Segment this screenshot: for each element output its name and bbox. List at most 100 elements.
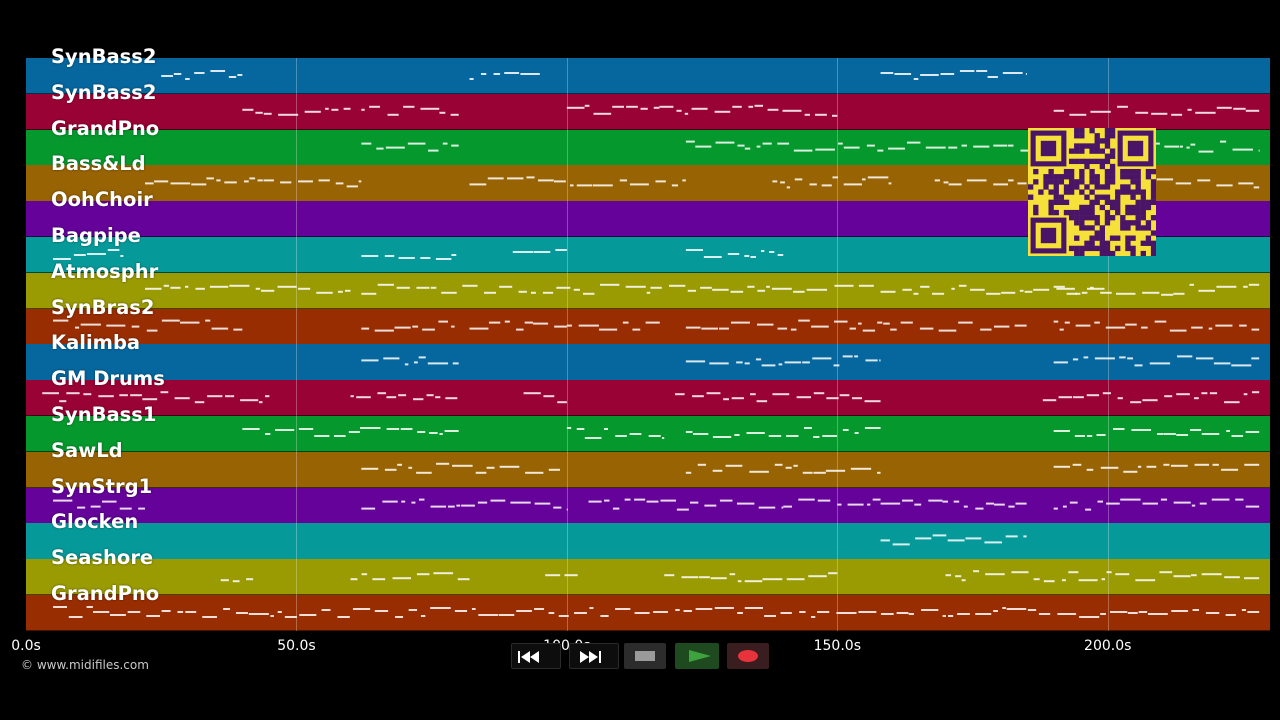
qr-module bbox=[1130, 179, 1136, 185]
qr-module bbox=[1089, 128, 1095, 134]
record-button[interactable] bbox=[727, 643, 769, 669]
qr-module bbox=[1099, 158, 1105, 165]
qr-module bbox=[1084, 194, 1090, 200]
qr-module bbox=[1048, 174, 1054, 180]
qr-module bbox=[1130, 174, 1136, 180]
qr-module bbox=[1150, 194, 1157, 200]
qr-module bbox=[1043, 179, 1049, 185]
qr-module bbox=[1115, 245, 1121, 252]
qr-module bbox=[1145, 235, 1152, 241]
qr-module bbox=[1140, 250, 1146, 257]
qr-module bbox=[1109, 204, 1116, 211]
qr-module bbox=[1125, 174, 1131, 180]
qr-module bbox=[1104, 133, 1111, 139]
track-lane bbox=[26, 595, 1270, 632]
qr-module bbox=[1079, 174, 1085, 180]
qr-module bbox=[1079, 189, 1085, 195]
qr-module bbox=[1125, 168, 1131, 175]
qr-module bbox=[1053, 199, 1059, 205]
qr-module bbox=[1130, 204, 1136, 211]
qr-module bbox=[1140, 209, 1146, 216]
track-label: Bass&Ld bbox=[51, 152, 146, 176]
qr-module bbox=[1104, 174, 1111, 180]
qr-module bbox=[1104, 209, 1111, 216]
qr-module bbox=[1099, 184, 1105, 190]
qr-module bbox=[1074, 133, 1080, 139]
track-lane bbox=[26, 559, 1270, 596]
qr-module bbox=[1063, 174, 1070, 180]
qr-module bbox=[1109, 163, 1116, 170]
qr-module bbox=[1125, 184, 1131, 190]
qr-module bbox=[1094, 235, 1100, 241]
qr-module bbox=[1109, 250, 1116, 257]
qr-module bbox=[1068, 184, 1075, 190]
qr-module bbox=[1074, 215, 1080, 221]
track-label: SynBras2 bbox=[51, 295, 155, 319]
qr-module bbox=[1084, 209, 1090, 216]
qr-module bbox=[1140, 194, 1146, 200]
qr-module bbox=[1135, 199, 1141, 205]
qr-code-icon[interactable] bbox=[1028, 128, 1157, 257]
qr-module bbox=[1104, 138, 1111, 144]
stop-button[interactable] bbox=[624, 643, 666, 669]
qr-module bbox=[1089, 143, 1095, 149]
track-label: OohChoir bbox=[51, 188, 153, 212]
qr-module bbox=[1130, 220, 1136, 226]
track-label: GrandPno bbox=[51, 116, 160, 140]
track-label: SynBass2 bbox=[51, 45, 157, 68]
qr-module bbox=[1094, 143, 1100, 149]
qr-finder-part bbox=[1040, 227, 1057, 244]
qr-module bbox=[1074, 128, 1080, 134]
qr-module bbox=[1130, 209, 1136, 216]
qr-module bbox=[1033, 204, 1039, 211]
qr-module bbox=[1094, 194, 1100, 200]
track-lane bbox=[26, 93, 1270, 131]
track-lane bbox=[26, 380, 1270, 417]
qr-module bbox=[1094, 215, 1100, 221]
qr-module bbox=[1099, 163, 1105, 170]
track-label: Atmosphr bbox=[51, 259, 159, 283]
qr-module bbox=[1140, 204, 1146, 211]
qr-module bbox=[1120, 184, 1126, 190]
qr-module bbox=[1094, 184, 1100, 190]
qr-module bbox=[1150, 230, 1157, 236]
qr-module bbox=[1068, 179, 1075, 185]
qr-module bbox=[1135, 225, 1141, 231]
qr-module bbox=[1089, 235, 1095, 241]
qr-module bbox=[1079, 225, 1085, 231]
qr-module bbox=[1140, 240, 1146, 246]
rewind-button[interactable] bbox=[511, 643, 561, 669]
qr-module bbox=[1053, 174, 1059, 180]
qr-module bbox=[1125, 225, 1131, 231]
qr-module bbox=[1104, 128, 1111, 134]
qr-module bbox=[1120, 215, 1126, 221]
qr-module bbox=[1058, 179, 1065, 185]
qr-module bbox=[1033, 179, 1039, 185]
fast-forward-button[interactable] bbox=[569, 643, 619, 669]
qr-module bbox=[1099, 148, 1105, 154]
track-label: GrandPno bbox=[51, 582, 160, 605]
track-lane bbox=[26, 487, 1270, 524]
qr-module bbox=[1089, 168, 1095, 175]
qr-module bbox=[1130, 189, 1136, 195]
qr-module bbox=[1094, 230, 1100, 236]
qr-module bbox=[1048, 189, 1054, 195]
qr-module bbox=[1150, 215, 1157, 221]
qr-module bbox=[1125, 240, 1131, 246]
qr-module bbox=[1150, 179, 1157, 185]
qr-module bbox=[1084, 215, 1090, 221]
qr-module bbox=[1074, 245, 1080, 252]
qr-module bbox=[1089, 158, 1095, 165]
qr-module bbox=[1145, 168, 1152, 175]
qr-module bbox=[1130, 245, 1136, 252]
play-button[interactable] bbox=[675, 643, 719, 669]
qr-module bbox=[1145, 225, 1152, 231]
qr-module bbox=[1068, 148, 1075, 154]
play-icon bbox=[689, 650, 711, 662]
qr-module bbox=[1120, 220, 1126, 226]
qr-module bbox=[1099, 204, 1105, 211]
qr-module bbox=[1109, 168, 1116, 175]
qr-module bbox=[1084, 245, 1090, 252]
qr-module bbox=[1104, 199, 1111, 205]
qr-module bbox=[1115, 189, 1121, 195]
